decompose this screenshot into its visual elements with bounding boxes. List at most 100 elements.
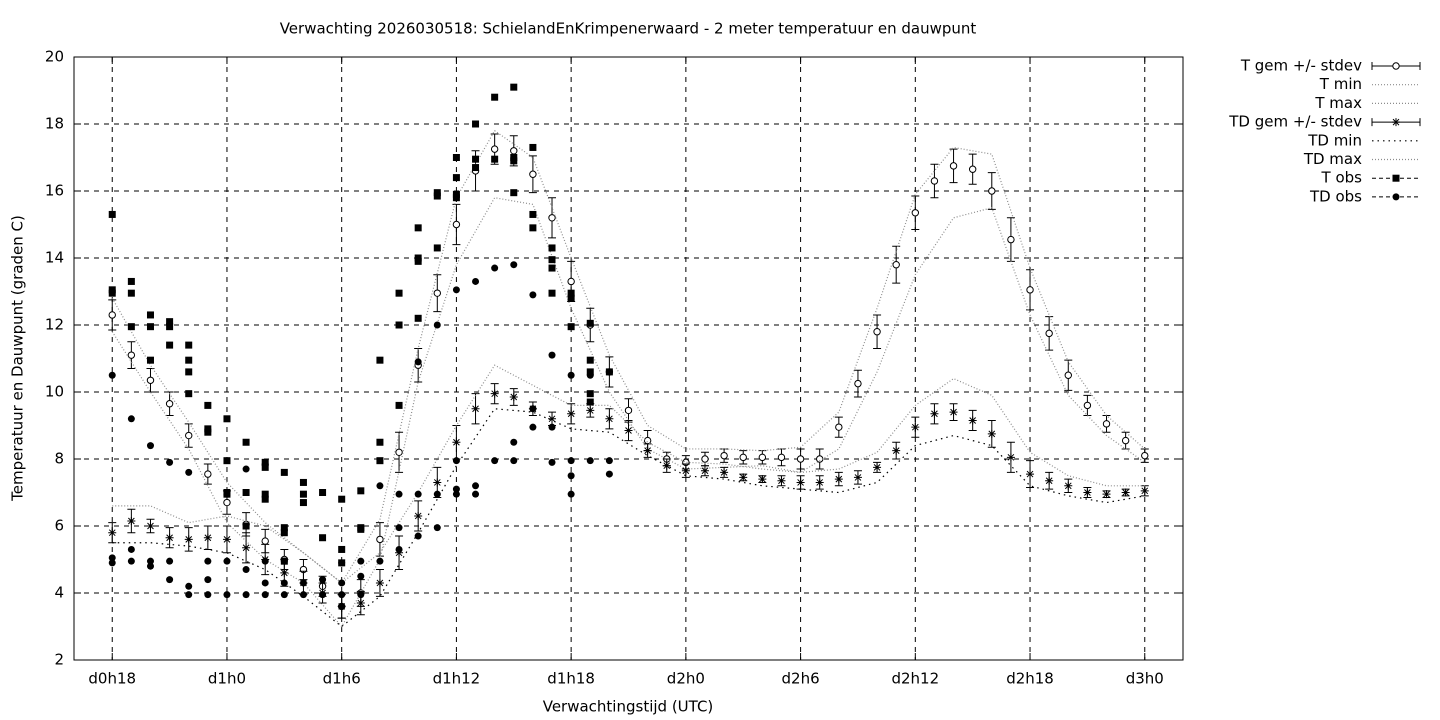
point <box>395 524 403 532</box>
y-tick-label: 20 <box>45 48 64 66</box>
point <box>376 457 384 465</box>
point <box>146 311 154 319</box>
point <box>242 522 250 530</box>
y-tick-label: 2 <box>54 651 64 669</box>
point <box>108 311 116 319</box>
point <box>491 457 499 465</box>
point <box>395 545 403 553</box>
point <box>395 321 403 329</box>
point <box>586 390 594 398</box>
point <box>357 557 365 565</box>
point <box>605 368 613 376</box>
point <box>108 528 117 537</box>
point <box>376 482 384 490</box>
point <box>319 576 327 584</box>
point <box>146 323 154 331</box>
point <box>586 457 594 465</box>
legend-label: TD obs <box>1309 187 1362 205</box>
point <box>452 490 460 498</box>
point <box>1083 488 1092 497</box>
x-tick-label: d3h0 <box>1126 670 1164 688</box>
point <box>127 545 135 553</box>
point <box>299 490 307 498</box>
point <box>146 557 154 565</box>
point <box>319 591 327 599</box>
point <box>548 264 556 272</box>
point <box>472 277 480 285</box>
point <box>299 579 307 587</box>
point <box>433 192 441 200</box>
point <box>739 473 748 482</box>
point <box>586 398 594 406</box>
point <box>203 533 212 542</box>
point <box>433 490 441 498</box>
point <box>720 468 729 477</box>
point <box>529 170 537 178</box>
y-tick-label: 4 <box>54 584 64 602</box>
point <box>1392 62 1400 70</box>
point <box>548 423 556 431</box>
x-tick-label: d0h18 <box>88 670 136 688</box>
point <box>319 534 327 542</box>
legend-label: T gem +/- stdev <box>1240 57 1362 75</box>
legend-label: T obs <box>1321 169 1363 187</box>
point <box>166 323 174 331</box>
y-tick-label: 16 <box>45 182 64 200</box>
point <box>796 455 805 463</box>
point <box>834 475 843 484</box>
point <box>299 591 307 599</box>
point <box>204 557 212 565</box>
point <box>510 147 518 155</box>
point <box>375 578 384 587</box>
point <box>1083 401 1092 410</box>
point <box>414 511 423 520</box>
point <box>548 244 556 252</box>
y-axis-label: Temperatuur en Dauwpunt (graden C) <box>9 215 27 502</box>
x-tick-label: d2h12 <box>891 670 939 688</box>
point <box>853 473 862 482</box>
point <box>204 576 212 584</box>
point <box>338 591 346 599</box>
point <box>185 468 193 476</box>
point <box>261 579 269 587</box>
point <box>166 458 174 466</box>
point <box>529 423 537 431</box>
point <box>968 416 977 425</box>
x-tick-label: d1h12 <box>433 670 481 688</box>
point <box>567 472 575 480</box>
point <box>395 490 403 498</box>
line <box>111 129 1146 584</box>
point <box>1121 488 1130 497</box>
point <box>223 498 231 507</box>
point <box>720 451 728 460</box>
point <box>662 461 671 470</box>
point <box>452 457 460 465</box>
point <box>204 428 212 436</box>
point <box>108 559 116 567</box>
point <box>701 455 709 463</box>
point <box>242 489 250 496</box>
point <box>605 414 614 423</box>
point <box>1045 476 1054 485</box>
point <box>280 524 288 532</box>
point <box>567 294 575 302</box>
point <box>127 277 135 285</box>
point <box>395 448 403 456</box>
point <box>261 537 269 545</box>
y-tick-label: 6 <box>54 517 64 535</box>
point <box>185 431 193 440</box>
point <box>930 409 939 418</box>
point <box>452 438 461 447</box>
point <box>414 314 422 322</box>
point <box>452 286 460 294</box>
point <box>146 442 154 450</box>
point <box>452 174 460 182</box>
point <box>490 145 499 153</box>
point <box>242 566 250 574</box>
point <box>930 177 939 185</box>
point <box>299 478 307 486</box>
point <box>127 351 136 359</box>
point <box>166 576 174 584</box>
point <box>357 487 365 495</box>
